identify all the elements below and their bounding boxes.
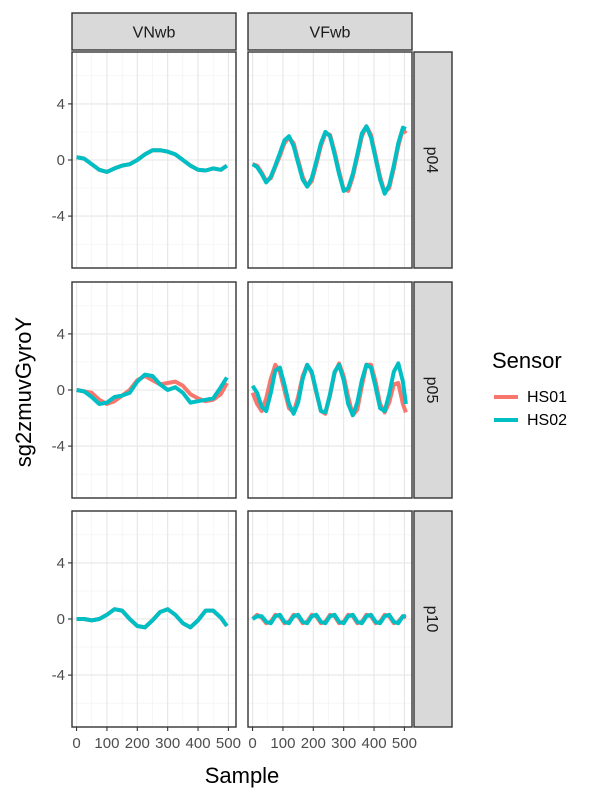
strip-row-p04: p04 xyxy=(413,51,453,269)
legend-label-hs02: HS02 xyxy=(527,412,567,429)
x-tick-label: 200 xyxy=(301,735,326,752)
strip-label: VNwb xyxy=(133,25,176,42)
y-tick-label: 4 xyxy=(57,555,65,572)
panel-p04-VFwb xyxy=(247,51,413,269)
strips-layer: VNwb VFwb p04 p05 p10 xyxy=(71,12,453,728)
x-tick-label: 200 xyxy=(125,735,150,752)
strip-label: p05 xyxy=(423,377,440,404)
x-tick-label: 0 xyxy=(72,735,80,752)
strip-background xyxy=(413,281,453,499)
y-tick-label: 0 xyxy=(57,382,65,399)
x-tick-label: 300 xyxy=(331,735,356,752)
panel-p05-VFwb xyxy=(247,281,413,499)
series-line-hs02 xyxy=(76,148,229,174)
strip-label: p10 xyxy=(423,606,440,633)
panel-p05-VNwb xyxy=(71,281,237,499)
legend-title: Sensor xyxy=(492,348,562,373)
y-axis-title: sg2zmuvGyroY xyxy=(11,316,36,467)
x-tick-label: 0 xyxy=(248,735,256,752)
x-tick-label: 100 xyxy=(270,735,295,752)
legend: Sensor HS01 HS02 xyxy=(492,348,567,429)
strip-background xyxy=(413,51,453,269)
y-tick-label: 0 xyxy=(57,152,65,169)
series-line-hs02 xyxy=(250,361,408,418)
x-tick-label: 100 xyxy=(94,735,119,752)
x-tick-label: 300 xyxy=(155,735,180,752)
strip-column-VFwb: VFwb xyxy=(247,12,413,51)
x-tick-label: 500 xyxy=(392,735,417,752)
strip-background xyxy=(71,12,237,51)
strip-background xyxy=(413,510,453,728)
strip-background xyxy=(247,12,413,51)
series-line-hs02 xyxy=(251,612,406,626)
series-line-hs02 xyxy=(251,124,407,196)
y-tick-label: -4 xyxy=(52,438,65,455)
legend-label-hs01: HS01 xyxy=(527,389,567,406)
y-tick-label: 4 xyxy=(57,96,65,113)
y-tick-label: -4 xyxy=(52,667,65,684)
series-line-hs02 xyxy=(76,372,229,406)
x-axis-title: Sample xyxy=(205,763,280,788)
panels-layer xyxy=(71,51,413,728)
axes-layer: -4 0 4 -4 0 4 -4 0 4 0 100 200 300 400 500 0 100 200 300 40… xyxy=(52,96,417,752)
x-tick-label: 400 xyxy=(186,735,211,752)
x-tick-label: 400 xyxy=(362,735,387,752)
x-tick-label: 500 xyxy=(216,735,241,752)
strip-column-VNwb: VNwb xyxy=(71,12,237,51)
strip-label: p04 xyxy=(423,147,440,174)
y-tick-label: 0 xyxy=(57,611,65,628)
panel-p04-VNwb xyxy=(71,51,237,269)
series-line-hs02 xyxy=(76,607,229,630)
panel-border xyxy=(247,51,413,269)
strip-label: VFwb xyxy=(310,25,351,42)
y-tick-label: 4 xyxy=(57,326,65,343)
y-tick-label: -4 xyxy=(52,208,65,225)
panel-border xyxy=(247,281,413,499)
strip-row-p10: p10 xyxy=(413,510,453,728)
panel-border xyxy=(247,510,413,728)
strip-row-p05: p05 xyxy=(413,281,453,499)
panel-p10-VNwb xyxy=(71,510,237,728)
panel-p10-VFwb xyxy=(247,510,413,728)
